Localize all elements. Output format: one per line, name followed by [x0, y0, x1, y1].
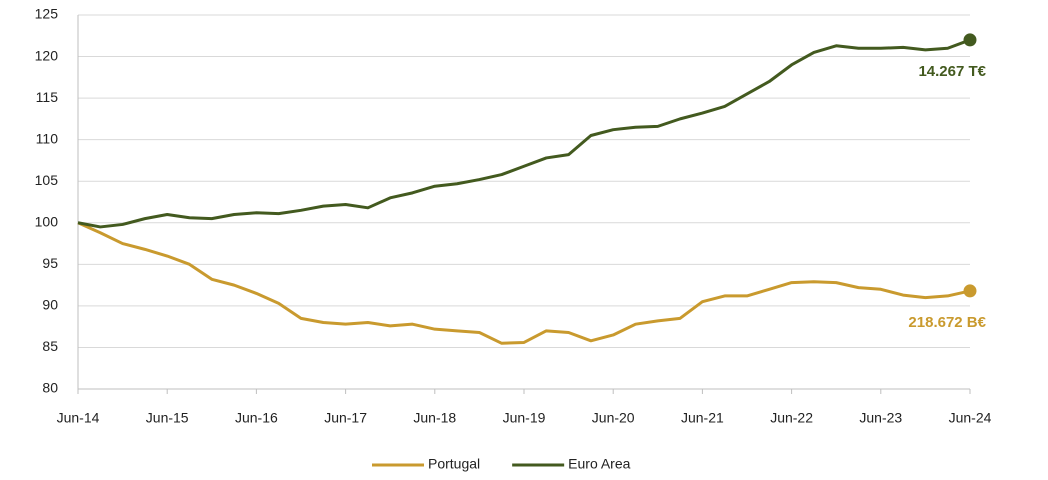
legend-label: Euro Area [568, 456, 630, 472]
y-tick-label: 115 [36, 89, 59, 105]
y-tick-label: 110 [36, 130, 59, 146]
x-tick-label: Jun-23 [859, 410, 902, 426]
y-tick-label: 90 [42, 297, 58, 313]
y-tick-label: 80 [42, 380, 58, 396]
x-tick-label: Jun-14 [57, 410, 100, 426]
end-annotation: 14.267 T€ [918, 63, 986, 80]
x-tick-label: Jun-21 [681, 410, 724, 426]
series-line [77, 221, 971, 345]
end-marker [963, 33, 977, 47]
y-tick-label: 95 [42, 255, 58, 271]
end-annotation: 218.672 B€ [908, 314, 986, 331]
end-marker [963, 284, 977, 298]
legend-label: Portugal [428, 456, 480, 472]
x-tick-label: Jun-22 [770, 410, 813, 426]
y-tick-label: 125 [35, 6, 59, 22]
x-tick-label: Jun-24 [949, 410, 992, 426]
x-tick-label: Jun-19 [503, 410, 546, 426]
y-tick-label: 120 [35, 47, 59, 63]
x-tick-label: Jun-17 [324, 410, 367, 426]
series-line [77, 38, 971, 229]
y-tick-label: 100 [35, 213, 59, 229]
x-tick-label: Jun-20 [592, 410, 635, 426]
y-tick-label: 105 [35, 172, 59, 188]
x-tick-label: Jun-16 [235, 410, 278, 426]
x-tick-label: Jun-18 [413, 410, 456, 426]
x-tick-label: Jun-15 [146, 410, 189, 426]
y-tick-label: 85 [42, 338, 58, 354]
